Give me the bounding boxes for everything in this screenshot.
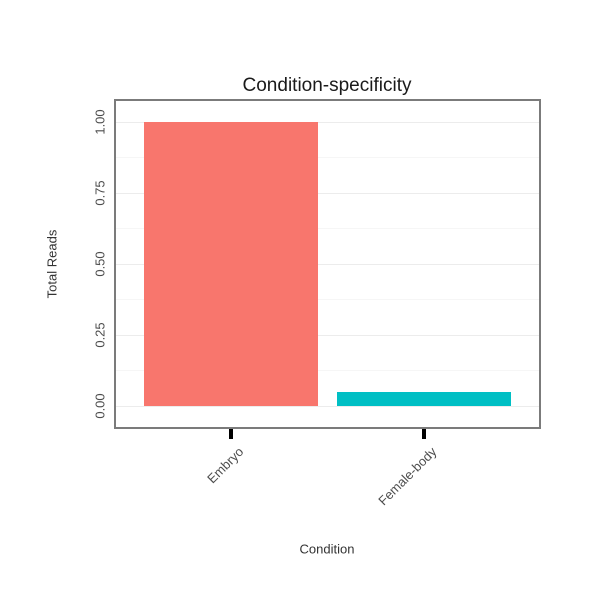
bar-embryo [144, 122, 318, 406]
gridline-major [116, 406, 539, 407]
chart-title: Condition-specificity [242, 75, 412, 96]
x-tick-label: Embryo [204, 444, 247, 487]
gridline-major [116, 335, 539, 336]
y-tick-label: 0.50 [92, 251, 108, 277]
gridline-minor [116, 157, 539, 158]
x-tick-mark [422, 429, 426, 439]
y-tick-label: 1.00 [92, 109, 108, 135]
y-tick-label: 0.25 [92, 322, 108, 348]
gridline-minor [116, 228, 539, 229]
y-tick-label: 0.00 [92, 393, 108, 419]
gridline-minor [116, 299, 539, 300]
gridline-major [116, 264, 539, 265]
plot-panel [114, 99, 541, 429]
gridline-major [116, 193, 539, 194]
x-axis-label: Condition [299, 541, 355, 557]
gridline-minor [116, 370, 539, 371]
x-tick-mark [229, 429, 233, 439]
y-tick-label: 0.75 [92, 180, 108, 206]
bar-female-body [337, 392, 511, 406]
gridline-major [116, 122, 539, 123]
x-tick-label: Female-body [375, 444, 440, 509]
y-axis-label: Total Reads [44, 229, 60, 299]
